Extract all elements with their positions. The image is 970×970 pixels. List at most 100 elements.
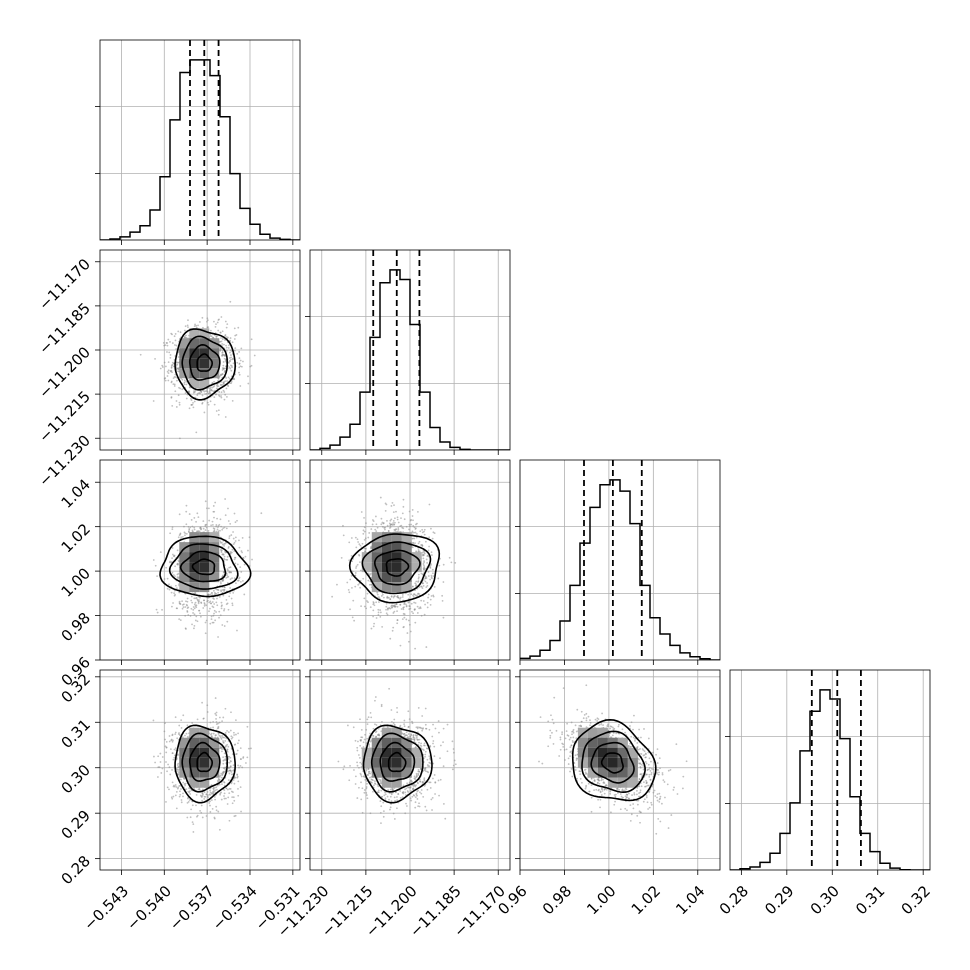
scatter-point <box>226 803 229 805</box>
scatter-point <box>416 612 419 614</box>
scatter-point <box>220 589 222 592</box>
scatter-point <box>650 801 653 804</box>
scatter-point <box>237 742 239 745</box>
scatter-point <box>350 555 353 557</box>
scatter-point <box>224 740 227 742</box>
scatter-point <box>356 749 359 752</box>
scatter-point <box>220 746 223 749</box>
density-cell <box>597 737 608 748</box>
density-cell <box>411 562 422 573</box>
scatter-point <box>181 536 184 538</box>
scatter-point <box>222 553 225 556</box>
scatter-point <box>441 594 444 597</box>
scatter-point <box>221 589 224 591</box>
scatter-point <box>417 782 419 785</box>
scatter-point <box>193 325 196 328</box>
contour-line <box>174 724 237 804</box>
density-cell <box>607 777 618 788</box>
scatter-point <box>636 746 639 748</box>
scatter-point <box>220 772 223 775</box>
scatter-point <box>229 769 231 772</box>
scatter-point <box>181 603 184 606</box>
scatter-point <box>633 793 636 796</box>
scatter-point <box>219 581 222 583</box>
scatter-point <box>568 738 571 741</box>
scatter-point <box>384 797 387 800</box>
scatter-panel: −0.543−0.540−0.537−0.534−0.5310.280.290.… <box>58 669 304 934</box>
scatter-point <box>222 571 225 574</box>
scatter-point <box>619 793 622 795</box>
scatter-point <box>230 369 233 372</box>
scatter-point <box>199 612 201 615</box>
scatter-point <box>212 606 215 609</box>
density-cell <box>401 757 412 768</box>
scatter-point <box>231 796 234 799</box>
scatter-point <box>605 788 608 791</box>
scatter-point <box>184 782 187 785</box>
scatter-point <box>547 720 550 723</box>
scatter-point <box>551 731 553 734</box>
scatter-point <box>602 724 604 726</box>
scatter-point <box>358 757 361 759</box>
scatter-point <box>153 755 155 758</box>
scatter-point <box>173 784 175 787</box>
scatter-point <box>177 330 180 333</box>
scatter-point <box>223 586 226 589</box>
scatter-point <box>188 407 191 410</box>
scatter-point <box>180 801 183 804</box>
scatter-point <box>213 380 215 383</box>
scatter-point <box>439 744 442 747</box>
x-axis <box>321 450 499 455</box>
scatter-point <box>380 822 382 825</box>
scatter-point <box>570 750 573 753</box>
scatter-point <box>369 776 371 779</box>
scatter-point <box>167 338 170 341</box>
scatter-point <box>225 737 228 740</box>
scatter-point <box>354 572 357 574</box>
scatter-point <box>229 300 232 303</box>
scatter-point <box>218 610 221 613</box>
scatter-point <box>190 399 193 402</box>
scatter-point <box>647 737 650 740</box>
scatter-point <box>601 790 604 792</box>
scatter-point <box>423 530 425 533</box>
scatter-point <box>432 723 434 726</box>
scatter-point <box>223 771 226 773</box>
scatter-point <box>203 604 206 607</box>
scatter-point <box>423 568 426 571</box>
histogram-panel <box>515 459 721 665</box>
scatter-point <box>645 796 648 799</box>
scatter-point <box>541 762 544 765</box>
scatter-point <box>226 743 229 746</box>
scatter-point <box>549 734 552 737</box>
scatter-point <box>670 814 673 816</box>
scatter-point <box>401 596 404 598</box>
scatter-point <box>393 818 396 820</box>
scatter-point <box>157 776 159 778</box>
scatter-point <box>161 366 164 368</box>
scatter-point <box>193 597 196 600</box>
scatter-point <box>365 794 368 796</box>
scatter-point <box>215 718 217 720</box>
scatter-point <box>154 761 157 764</box>
scatter-point <box>627 797 630 800</box>
scatter-point <box>659 820 662 823</box>
scatter-point <box>642 800 645 803</box>
scatter-point <box>422 554 425 557</box>
density-cell <box>371 562 382 573</box>
scatter-point <box>218 828 221 831</box>
scatter-point <box>188 528 191 531</box>
scatter-point <box>202 527 205 530</box>
density-cell <box>199 757 210 768</box>
scatter-point <box>438 731 440 734</box>
scatter-point <box>230 380 233 383</box>
scatter-point <box>187 800 190 803</box>
scatter-point <box>223 797 226 800</box>
scatter-point <box>177 765 180 768</box>
scatter-point <box>209 593 212 596</box>
scatter-point <box>177 394 180 397</box>
scatter-point <box>354 775 357 778</box>
scatter-point <box>206 704 209 707</box>
scatter-point <box>417 593 420 595</box>
scatter-point <box>179 793 182 796</box>
